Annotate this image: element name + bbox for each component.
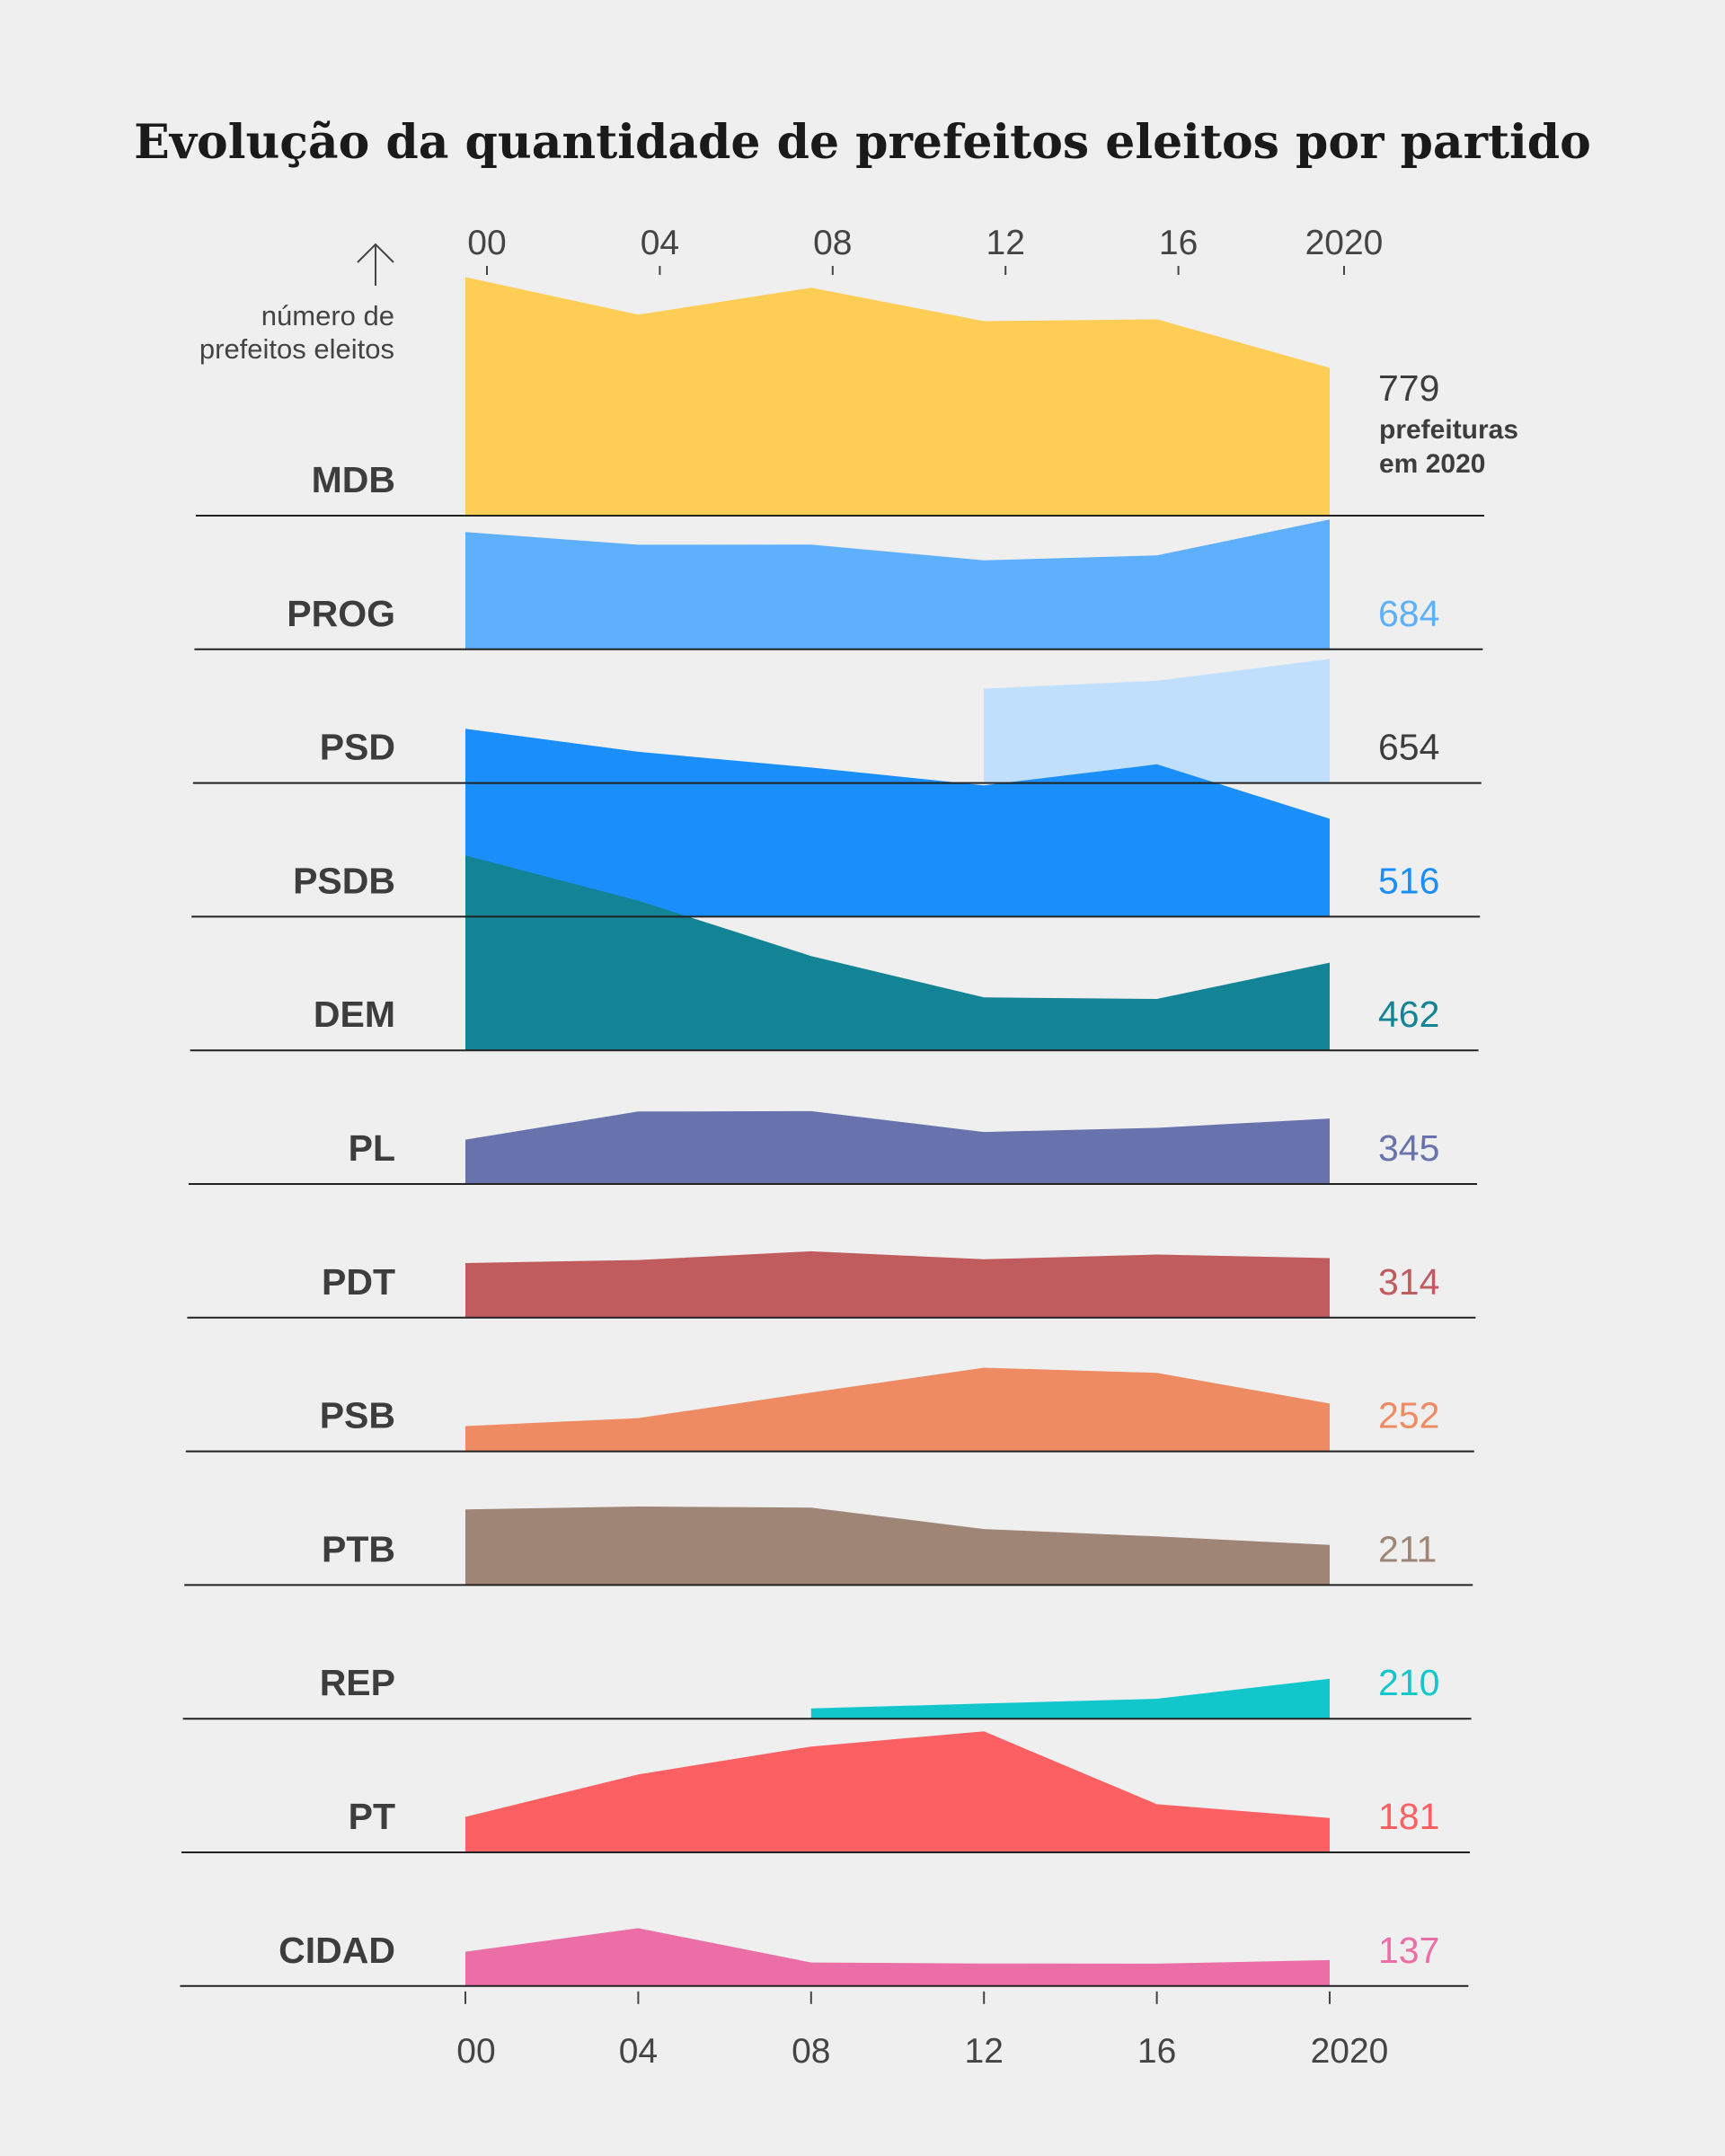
top-tick-label: 2020 [1305,224,1384,262]
party-label-psb: PSB [320,1395,395,1436]
top-tick-label: 12 [986,224,1025,262]
final-note-line2: em 2020 [1379,449,1485,479]
party-label-mdb: MDB [312,459,395,500]
bottom-tick-label: 16 [1137,2032,1176,2071]
area-psd [984,658,1330,783]
final-value-pdt: 314 [1378,1261,1439,1303]
party-label-cidad: CIDAD [279,1930,395,1971]
bottom-tick-label: 12 [965,2032,1004,2071]
final-value-psdb: 516 [1378,860,1439,901]
final-value-rep: 210 [1378,1662,1439,1703]
ylabel-line2: prefeitos eleitos [199,333,394,365]
final-value-psb: 252 [1378,1395,1439,1436]
area-ptb [465,1507,1330,1586]
party-label-pt: PT [349,1796,395,1837]
area-mdb [465,277,1330,516]
final-value-pl: 345 [1378,1127,1439,1169]
party-label-pdt: PDT [322,1261,395,1303]
party-label-rep: REP [320,1662,395,1703]
bottom-tick-label: 2020 [1311,2032,1389,2071]
party-label-prog: PROG [287,593,395,634]
chart-title: Evolução da quantidade de prefeitos elei… [134,115,1591,170]
area-dem [465,855,1330,1051]
final-value-dem: 462 [1378,994,1439,1035]
party-label-psd: PSD [320,727,395,768]
ylabel-line1: número de [261,300,394,331]
top-tick-label: 00 [467,224,506,262]
top-tick-label: 08 [813,224,852,262]
party-label-ptb: PTB [322,1528,395,1569]
party-label-pl: PL [349,1127,395,1169]
up-arrow-head-icon [357,243,394,263]
party-label-dem: DEM [314,994,395,1035]
area-pt [465,1731,1330,1852]
party-label-psdb: PSDB [293,860,395,901]
final-value-pt: 181 [1378,1796,1439,1837]
final-note-line1: prefeituras [1379,415,1518,445]
area-prog [465,519,1330,649]
final-value-prog: 684 [1378,593,1439,634]
area-pdt [465,1250,1330,1318]
bottom-tick-label: 08 [792,2032,830,2071]
final-value-ptb: 211 [1378,1528,1437,1569]
final-value-cidad: 137 [1378,1930,1439,1971]
area-pl [465,1110,1330,1184]
top-tick-label: 04 [641,224,679,262]
area-cidad [465,1928,1330,1986]
bottom-tick-label: 04 [619,2032,658,2071]
bottom-tick-label: 00 [456,2032,495,2071]
area-rep [810,1678,1330,1719]
final-value-psd: 654 [1378,727,1439,768]
top-tick-label: 16 [1159,224,1198,262]
area-psdb [465,729,1330,917]
area-psb [465,1367,1330,1452]
final-value-mdb: 779 [1378,367,1439,409]
